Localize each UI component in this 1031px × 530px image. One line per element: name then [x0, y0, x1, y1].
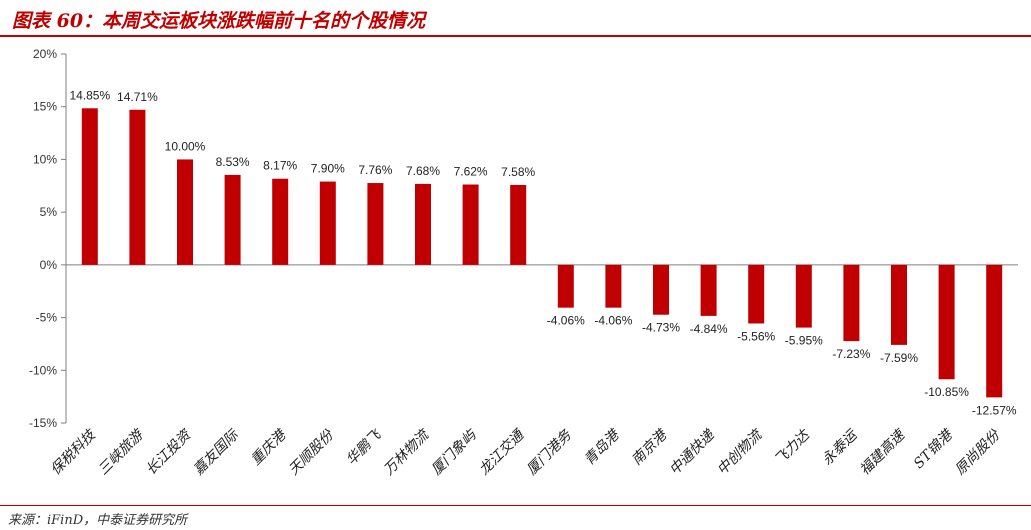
- category-label: 龙江交通: [476, 426, 528, 478]
- title-rule: [0, 35, 1031, 37]
- bar: [653, 264, 669, 315]
- y-tick-label: 5%: [40, 205, 58, 219]
- bar: [605, 264, 622, 308]
- data-label: 7.90%: [311, 162, 345, 176]
- category-label: 厦门象屿: [429, 426, 481, 478]
- category-label: 中通快递: [667, 426, 719, 478]
- bar: [367, 183, 384, 265]
- data-label: 7.58%: [501, 165, 535, 179]
- category-label: 华鹏飞: [343, 426, 385, 468]
- bar: [177, 159, 193, 265]
- bar: [81, 108, 98, 265]
- category-label: 福建高速: [857, 426, 909, 478]
- bar: [462, 184, 479, 265]
- data-label: -7.59%: [880, 351, 918, 365]
- category-label: 三峡旅游: [95, 426, 147, 478]
- data-label: 8.53%: [216, 155, 250, 169]
- bar: [986, 264, 1003, 398]
- figure-title: 图表 60：本周交运板块涨跌幅前十名的个股情况: [12, 10, 426, 32]
- bar: [795, 264, 812, 328]
- bar: [129, 109, 146, 265]
- category-label: 万林物流: [381, 426, 433, 478]
- source-note: 来源：iFinD，中泰证券研究所: [8, 513, 188, 528]
- data-label: 7.76%: [358, 163, 392, 177]
- category-label: 重庆港: [248, 426, 290, 468]
- data-label: 10.00%: [165, 139, 206, 153]
- footer-rule: [0, 505, 1031, 506]
- data-label: -12.57%: [972, 403, 1017, 417]
- bar: [319, 181, 336, 265]
- data-label: -4.06%: [547, 314, 585, 328]
- bar: [272, 178, 289, 265]
- data-label: 8.17%: [263, 159, 297, 173]
- data-label: -4.73%: [642, 321, 680, 335]
- title-bar: 图表 60：本周交运板块涨跌幅前十名的个股情况: [0, 0, 1031, 37]
- data-label: 7.62%: [454, 165, 488, 179]
- y-tick-label: 10%: [33, 152, 57, 166]
- bar: [938, 264, 955, 380]
- data-label: -4.84%: [690, 322, 728, 336]
- bar: [891, 264, 907, 345]
- data-label: -4.06%: [594, 314, 632, 328]
- data-label: -5.56%: [737, 329, 775, 343]
- y-tick-label: -15%: [29, 416, 57, 430]
- bar: [700, 264, 717, 316]
- y-tick-label: -10%: [29, 363, 57, 377]
- category-label: 嘉友国际: [191, 426, 243, 478]
- y-tick-label: 15%: [33, 100, 57, 114]
- category-label: 南京港: [629, 426, 671, 468]
- category-label: 永泰运: [819, 426, 861, 468]
- category-label: 天顺股份: [286, 426, 338, 478]
- category-label: 长江投资: [143, 426, 195, 478]
- data-label: -10.85%: [924, 385, 969, 399]
- category-label: 厦门港务: [524, 427, 576, 479]
- category-label: 保税科技: [48, 426, 100, 478]
- data-label: 14.85%: [69, 88, 110, 102]
- data-label: -5.95%: [785, 334, 823, 348]
- bar-chart: 20% 15% 10% 5% 0% -5% -10% -15% 14.85% 保税科技 14.71%…: [29, 47, 1018, 479]
- y-tick-label: 20%: [33, 47, 57, 61]
- category-label: 青岛港: [581, 426, 623, 468]
- data-label: -7.23%: [832, 347, 870, 361]
- data-label: 7.68%: [406, 164, 440, 178]
- bar: [557, 264, 574, 308]
- y-tick-label: -5%: [36, 311, 58, 325]
- bar: [748, 264, 765, 324]
- bar: [843, 264, 860, 342]
- bar: [224, 174, 241, 265]
- bar: [510, 184, 527, 265]
- y-tick-label: 0%: [40, 258, 58, 272]
- category-label: 飞力达: [772, 426, 814, 468]
- category-label: 中创物流: [714, 426, 766, 478]
- bar: [415, 183, 431, 265]
- category-label: ST锦港: [911, 426, 957, 472]
- data-label: 14.71%: [117, 90, 158, 104]
- category-label: 原尚股份: [952, 426, 1004, 478]
